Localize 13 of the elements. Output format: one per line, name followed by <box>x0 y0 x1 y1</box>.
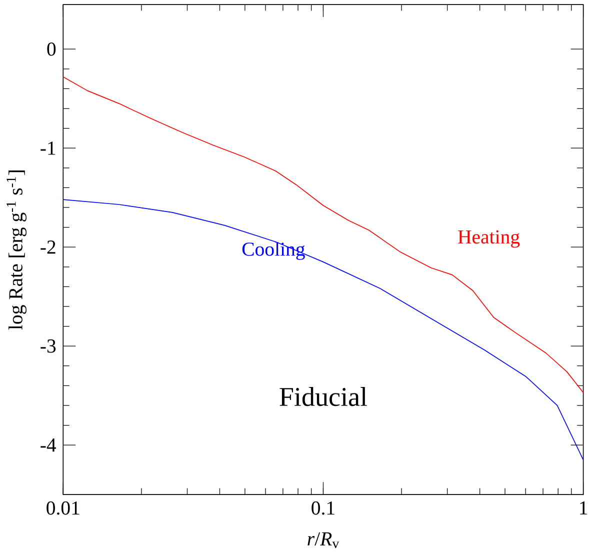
x-axis-title: r/R$_{v}$ <box>308 532 340 548</box>
y-tick-label: -3 <box>40 340 56 353</box>
y-tick-label: -1 <box>40 142 56 155</box>
series-label: Cooling <box>242 242 305 260</box>
x-tick-label: 0.1 <box>312 501 334 515</box>
y-axis-title: log Rate [erg g$^{-1}$ s$^{-1}$] <box>6 170 26 330</box>
x-tick-label: 1 <box>580 501 588 515</box>
x-tick-label: 0.01 <box>46 501 80 515</box>
y-tick-label: -2 <box>40 240 56 254</box>
y-tick-label: 0 <box>47 42 56 56</box>
annotation: Fiducial <box>280 387 368 406</box>
y-tick-label: -4 <box>40 438 56 452</box>
series-label: Heating <box>458 230 520 248</box>
